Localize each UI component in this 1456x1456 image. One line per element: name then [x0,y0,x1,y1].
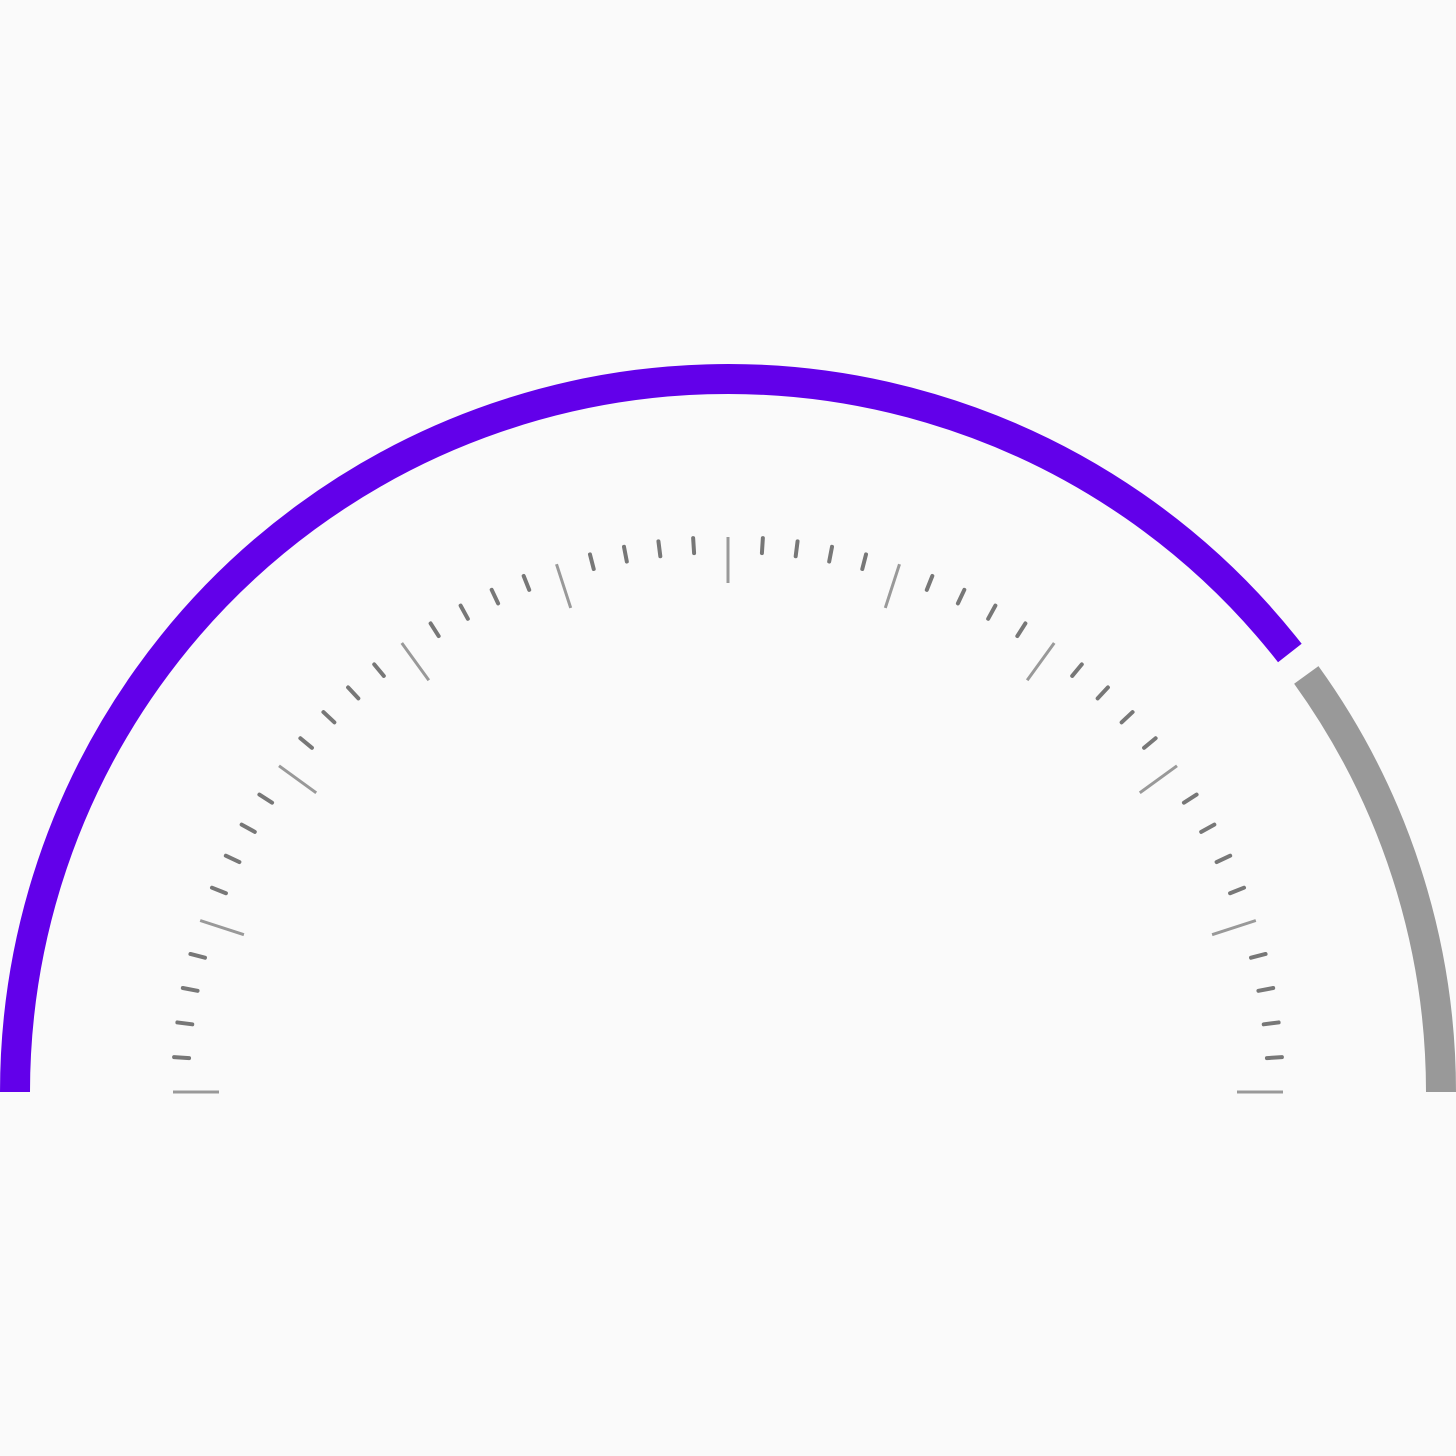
major-tick [1025,642,1056,682]
minor-tick [827,544,834,564]
minor-tick [793,539,800,559]
minor-tick [759,536,765,556]
major-tick [199,919,245,937]
minor-tick [1228,885,1247,896]
minor-tick [1015,621,1028,639]
minor-tick [1181,792,1199,805]
minor-tick [1256,986,1276,993]
minor-tick [1119,710,1135,725]
minor-tick [1199,822,1217,834]
major-tick [1138,764,1178,795]
minor-tick [1264,1055,1284,1061]
minor-tick [175,1020,195,1027]
minor-tick [622,544,629,564]
minor-tick [656,539,663,559]
gauge-track-arc [1294,666,1456,1093]
minor-tick [924,573,935,592]
minor-tick [1142,736,1158,750]
tick-marks [172,536,1284,1094]
minor-tick [1095,685,1110,701]
minor-tick [691,536,697,556]
minor-tick [372,662,386,678]
minor-tick [860,552,869,571]
major-tick [400,642,431,682]
minor-tick [986,603,998,621]
minor-tick [180,986,200,993]
minor-tick [172,1055,192,1061]
minor-tick [209,885,228,896]
minor-tick [188,951,207,960]
minor-tick [298,736,314,750]
minor-tick [346,685,361,701]
minor-tick [955,587,967,606]
minor-tick [1070,662,1084,678]
minor-tick [428,621,441,639]
minor-tick [1261,1020,1281,1027]
minor-tick [223,853,242,865]
minor-tick [521,573,532,592]
minor-tick [458,603,470,621]
minor-tick [321,710,337,725]
gauge-progress-arc [0,364,1302,1093]
major-tick [883,563,901,609]
minor-tick [1249,951,1268,960]
minor-tick [489,587,501,606]
minor-tick [257,792,275,805]
major-tick [555,563,573,609]
minor-tick [239,822,257,834]
major-tick [1211,919,1257,937]
minor-tick [587,552,596,571]
major-tick [278,764,318,795]
minor-tick [1214,853,1233,865]
